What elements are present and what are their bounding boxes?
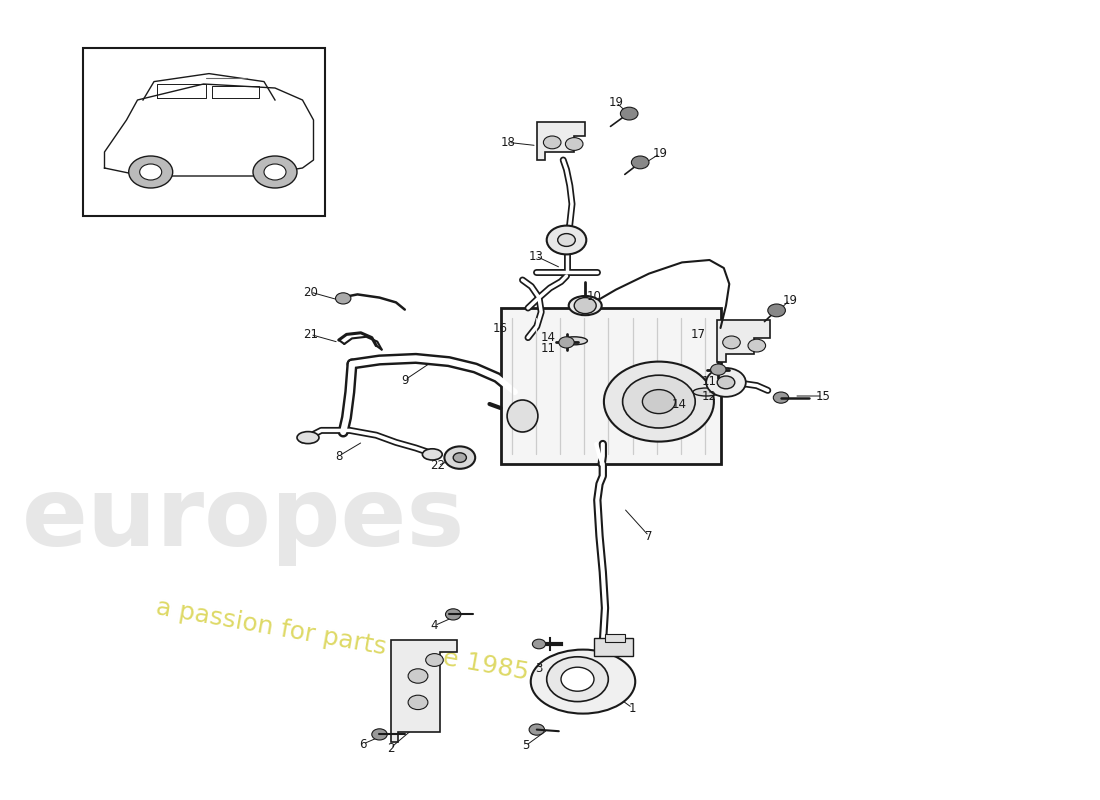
Circle shape: [408, 669, 428, 683]
Circle shape: [717, 376, 735, 389]
Text: 22: 22: [430, 459, 446, 472]
Text: 15: 15: [815, 390, 830, 402]
Text: 16: 16: [493, 322, 508, 334]
Circle shape: [264, 164, 286, 180]
Text: 19: 19: [652, 147, 668, 160]
Circle shape: [561, 667, 594, 691]
Bar: [605, 634, 625, 642]
Text: 19: 19: [608, 96, 624, 109]
Circle shape: [711, 364, 726, 375]
Circle shape: [623, 375, 695, 428]
Text: 18: 18: [500, 136, 516, 149]
Text: 2: 2: [387, 742, 394, 754]
Circle shape: [372, 729, 387, 740]
Circle shape: [426, 654, 443, 666]
Circle shape: [559, 337, 574, 348]
Ellipse shape: [693, 388, 719, 396]
Text: 1: 1: [629, 702, 636, 714]
Text: 8: 8: [336, 450, 342, 462]
Text: 17: 17: [691, 328, 706, 341]
Circle shape: [547, 657, 608, 702]
Circle shape: [620, 107, 638, 120]
Text: 5: 5: [522, 739, 529, 752]
Circle shape: [631, 156, 649, 169]
Circle shape: [140, 164, 162, 180]
Text: 13: 13: [528, 250, 543, 262]
Ellipse shape: [530, 650, 636, 714]
Bar: [82, 48, 324, 216]
Polygon shape: [537, 122, 585, 160]
Text: 19: 19: [782, 294, 797, 306]
Circle shape: [543, 136, 561, 149]
Text: 14: 14: [671, 398, 686, 410]
Circle shape: [129, 156, 173, 188]
Text: 10: 10: [586, 290, 602, 302]
Text: 9: 9: [402, 374, 408, 386]
Circle shape: [706, 368, 746, 397]
Ellipse shape: [569, 296, 602, 315]
Circle shape: [408, 695, 428, 710]
Circle shape: [453, 453, 466, 462]
Text: 6: 6: [360, 738, 366, 750]
Ellipse shape: [422, 449, 442, 460]
Circle shape: [547, 226, 586, 254]
Circle shape: [532, 639, 546, 649]
Text: 11: 11: [540, 342, 556, 354]
Text: 7: 7: [646, 530, 652, 542]
Text: 21: 21: [302, 328, 318, 341]
Text: a passion for parts since 1985: a passion for parts since 1985: [154, 595, 530, 685]
Bar: [500, 308, 720, 464]
Circle shape: [768, 304, 785, 317]
Ellipse shape: [297, 431, 319, 443]
Ellipse shape: [561, 337, 587, 345]
Text: europes: europes: [22, 474, 465, 566]
Circle shape: [336, 293, 351, 304]
Circle shape: [444, 446, 475, 469]
Circle shape: [446, 609, 461, 620]
Circle shape: [558, 234, 575, 246]
Text: 14: 14: [540, 331, 556, 344]
Polygon shape: [390, 640, 456, 742]
Circle shape: [253, 156, 297, 188]
Text: 20: 20: [302, 286, 318, 298]
Polygon shape: [717, 320, 770, 362]
Circle shape: [565, 138, 583, 150]
Circle shape: [604, 362, 714, 442]
Circle shape: [723, 336, 740, 349]
Text: 3: 3: [536, 662, 542, 674]
Circle shape: [773, 392, 789, 403]
Circle shape: [574, 298, 596, 314]
Ellipse shape: [507, 400, 538, 432]
Bar: [594, 638, 632, 656]
Text: 11: 11: [702, 375, 717, 388]
Text: 4: 4: [431, 619, 438, 632]
Circle shape: [748, 339, 766, 352]
Circle shape: [642, 390, 675, 414]
Circle shape: [529, 724, 544, 735]
Text: 12: 12: [702, 390, 717, 402]
